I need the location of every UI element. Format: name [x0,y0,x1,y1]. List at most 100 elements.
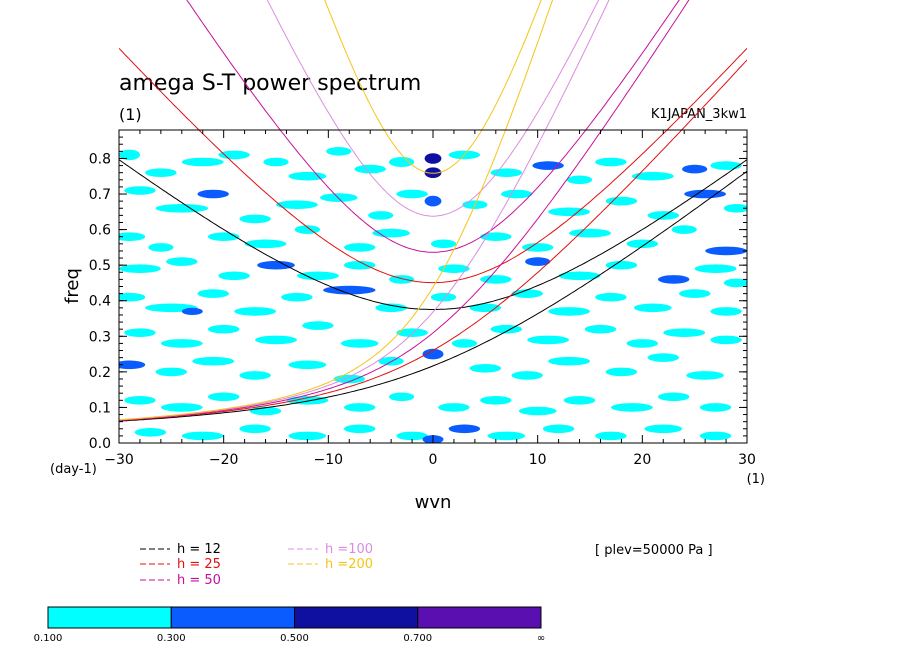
contour-patch [563,396,596,405]
contour-patch [699,403,732,412]
dispersion-curve-h25 [119,59,747,422]
dispersion-curve-h100 [266,0,600,217]
contour-patch [438,403,470,412]
contour-patch [263,157,289,167]
legend-label: h = 25 [177,557,221,572]
contour-patch [218,271,250,281]
contour-patch [469,364,501,373]
contour-patch [340,339,379,348]
contour-patch [647,353,679,362]
contour-patch [548,307,590,316]
contour-patch [234,307,276,316]
contour-patch [438,264,470,274]
legend-label: h = 12 [177,542,221,557]
contour-patch [166,257,198,266]
contour-patch [686,371,724,380]
contour-patch [119,232,146,241]
y-axis-label: freq [62,268,83,304]
contour-patch [430,239,457,249]
contour-patch [626,339,658,348]
legend-label: h =100 [325,542,373,557]
contour-patch [134,428,167,437]
contour-patch [255,335,297,345]
contour-patch [558,271,601,281]
contour-patch [424,153,442,164]
contour-patch [155,204,208,213]
contour-patch [344,403,376,412]
dispersion-curve-h50 [186,0,680,253]
contour-patch [595,431,627,441]
dispersion-curve-h100 [119,0,610,421]
contour-patch [569,228,611,238]
x-axis: −30 −20 −10 0 10 20 30 [104,130,756,468]
y-axis: 0.0 0.1 0.2 0.3 0.4 0.5 0.6 0.7 0.8 [89,136,747,452]
contour-patch [699,431,732,441]
contour-patch [119,360,146,370]
legend-label: h = 50 [177,573,221,588]
x-tick-label: 20 [633,452,651,468]
contour-patch [723,204,747,213]
contour-patch [527,335,569,345]
power-contours [119,147,747,443]
x-tick-label: 0 [429,452,438,468]
dispersion-curve-h12 [119,159,747,310]
x-tick-label: −20 [209,452,239,468]
colorbar-segment [170,606,295,629]
contour-patch [208,392,240,402]
contour-patch [208,324,240,334]
x-axis-label: wvn [415,492,452,513]
contour-patch [658,275,690,284]
y-tick-label: 0.4 [89,294,111,310]
contour-patch [239,424,271,434]
colorbar-segment [47,606,172,629]
contour-patch [542,424,575,434]
contour-patch [326,147,352,156]
y-tick-label: 0.3 [89,329,111,345]
dispersion-curve-h200 [119,0,554,421]
y-tick-label: 0.2 [89,365,111,381]
contour-patch [197,289,229,298]
x-tick-label: 30 [738,452,756,468]
contour-patch [490,168,522,177]
contour-patch [451,339,477,348]
colorbar-label: 0.300 [157,633,186,644]
x-tick-label: 10 [529,452,547,468]
colorbar-segment [417,606,542,629]
x-units-label: (1) [747,472,765,487]
contour-patch [239,214,271,224]
contour-patch [487,431,526,441]
contour-patch [671,225,697,234]
contour-patch [119,264,161,273]
contour-patch [679,289,711,298]
contour-patch [658,392,690,402]
y-tick-label: 0.0 [89,436,111,452]
contour-patch [192,356,235,366]
contour-patch [181,307,203,315]
contour-patch [368,211,394,220]
contour-patch [525,257,551,266]
contour-patch [647,211,679,220]
contour-patch [160,339,203,348]
contour-patch [297,271,339,281]
contour-patch [501,189,533,199]
dataset-label: K1JAPAN_3kw1 [651,107,747,122]
contour-patch [518,406,557,416]
contour-patch [124,186,156,195]
contour-patch [511,371,543,380]
contour-patch [548,207,590,217]
y-tick-label: 0.5 [89,258,111,274]
contour-patch [548,356,590,366]
colorbar-label: 0.500 [280,633,309,644]
contour-patch [281,292,313,302]
contour-patch [694,264,737,274]
contour-patch [244,239,287,249]
contour-patch [584,324,617,334]
contour-patch [605,196,638,206]
dispersion-curve-h50 [119,0,690,421]
contour-patch [480,275,512,284]
contour-patch [218,150,250,160]
y-tick-label: 0.6 [89,223,111,239]
contour-patch [375,303,407,313]
contour-patch [644,424,683,434]
contour-patch [197,189,229,199]
